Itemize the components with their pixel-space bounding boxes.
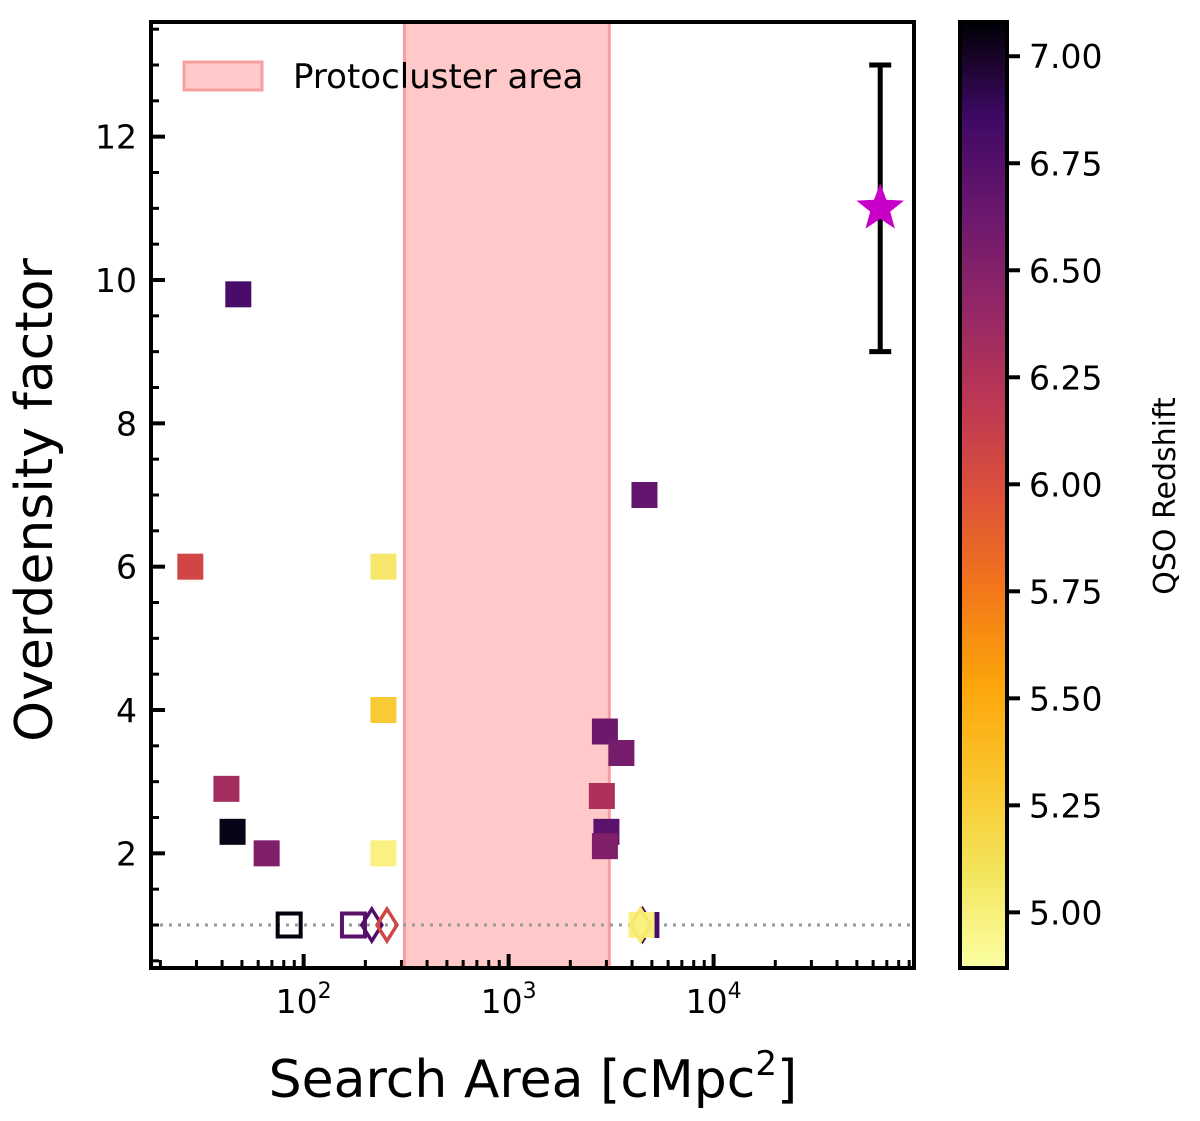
y-axis-title: Overdensity factor: [5, 258, 65, 742]
legend-swatch-protocluster: [182, 60, 264, 92]
y-tick-label: 4: [116, 691, 137, 730]
x-tick-label: 104: [686, 979, 742, 1021]
x-axis-title: Search Area [cMpc2]: [269, 1044, 798, 1110]
y-tick-label: 6: [116, 548, 137, 587]
data-point-12: [588, 783, 615, 809]
colorbar-tick-label: 6.75: [1029, 144, 1102, 183]
data-point-15: [275, 911, 303, 939]
colorbar-tick-label: 6.25: [1029, 358, 1102, 397]
data-point-6: [370, 553, 397, 580]
data-point-3: [213, 775, 240, 802]
highlight-star-marker: [856, 183, 904, 229]
data-point-2: [177, 553, 204, 580]
colorbar-gradient: [958, 20, 1009, 970]
data-point-11: [608, 740, 635, 766]
colorbar-tick-label: 6.50: [1029, 251, 1102, 290]
colorbar-tick-label: 7.00: [1029, 37, 1102, 76]
colorbar-tick-label: 5.00: [1029, 893, 1102, 932]
data-point-1: [225, 281, 252, 308]
y-tick-label: 12: [95, 118, 137, 157]
colorbar-tick-label: 5.50: [1029, 679, 1102, 718]
colorbar-label: QSO Redshift: [1148, 397, 1183, 595]
data-point-10: [591, 718, 618, 745]
y-tick-label: 8: [116, 404, 137, 443]
plot-area: 2 4 6 8 10 12 102 103 104 Protocluster area Over…: [5, 20, 916, 1110]
x-tick-label: 102: [276, 979, 332, 1021]
x-tick-label: 103: [481, 979, 537, 1021]
colorbar-tick-label: 6.00: [1029, 465, 1102, 504]
data-point-5: [253, 840, 280, 867]
data-point-14: [591, 833, 618, 860]
legend: Protocluster area: [182, 57, 583, 97]
data-point-8: [370, 840, 397, 867]
legend-label-protocluster: Protocluster area: [293, 57, 583, 97]
y-tick-label: 2: [116, 834, 137, 873]
data-point-22: [628, 905, 653, 945]
protocluster-area-band: [402, 22, 611, 968]
colorbar-tick-label: 5.75: [1029, 572, 1102, 611]
colorbar: 5.00 5.25 5.50 5.75 6.00 6.25 6.50 6.75 7.00 QSO…: [958, 20, 1183, 970]
data-point-16: [339, 911, 367, 939]
data-point-9: [631, 482, 658, 508]
y-tick-label: 10: [95, 261, 137, 300]
colorbar-tick-label: 5.25: [1029, 786, 1102, 825]
data-point-18: [374, 905, 400, 945]
data-point-4: [219, 818, 246, 845]
data-point-7: [370, 697, 397, 723]
